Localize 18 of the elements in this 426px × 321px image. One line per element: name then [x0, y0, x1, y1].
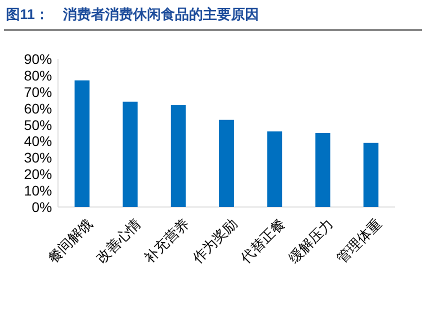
y-tick-label: 40% [24, 133, 52, 150]
y-tick-label: 60% [24, 100, 52, 116]
y-tick-label: 50% [24, 116, 52, 133]
y-tick-label: 0% [32, 199, 52, 215]
y-tick-label: 20% [24, 166, 52, 182]
y-tick-label: 70% [24, 84, 52, 100]
bar [74, 80, 90, 207]
bar [363, 142, 378, 207]
y-tick-label: 90% [24, 51, 52, 67]
y-tick-label: 10% [24, 182, 52, 199]
title: 图11： 消费者消费休闲食品的主要原因 [6, 6, 259, 22]
bar [170, 105, 186, 207]
bar [315, 133, 330, 207]
y-tick-label: 30% [24, 150, 52, 166]
y-tick-label: 80% [24, 67, 52, 84]
bar [267, 131, 282, 207]
bar [219, 120, 234, 207]
bar [122, 102, 138, 207]
